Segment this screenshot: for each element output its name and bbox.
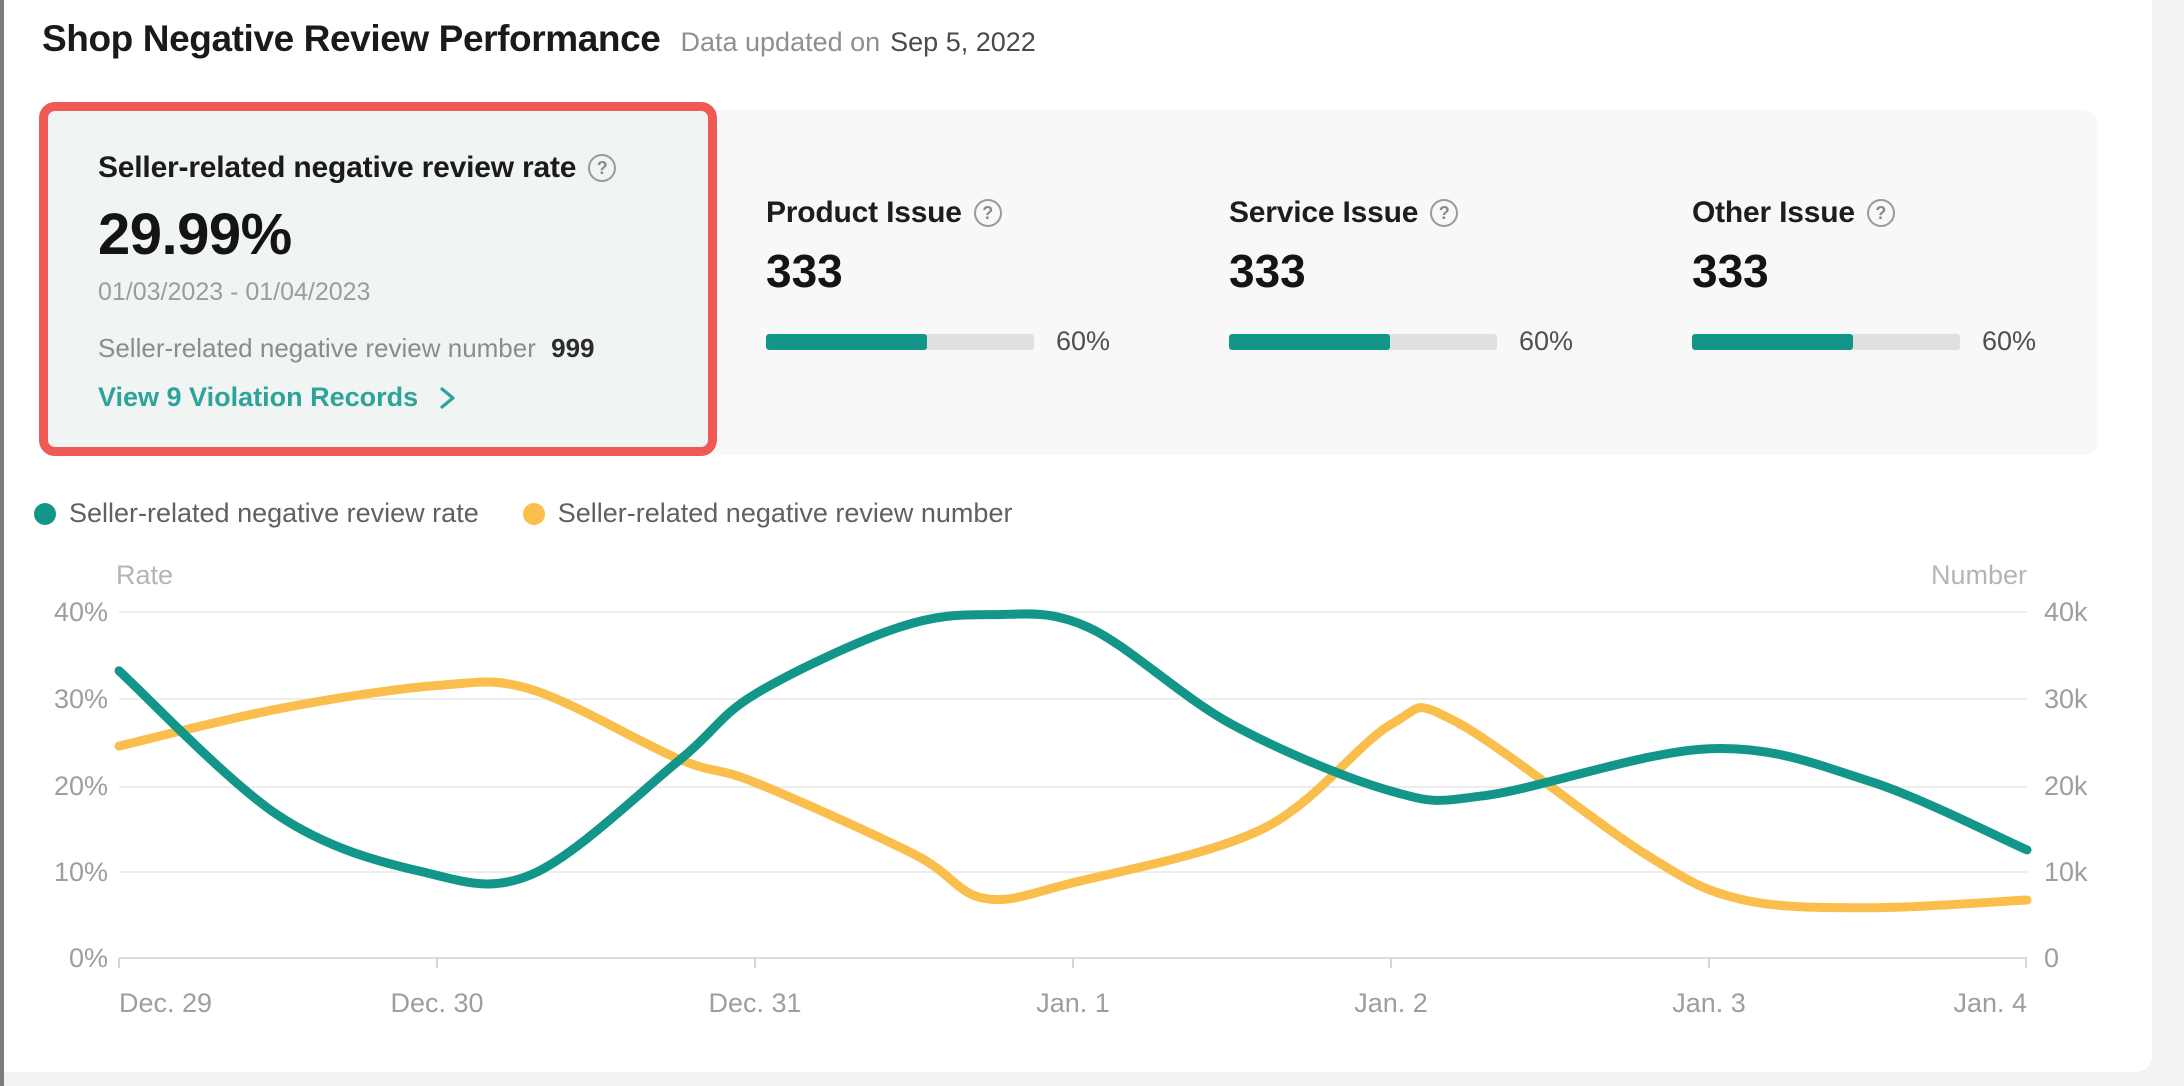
summary-date-range: 01/03/2023 - 01/04/2023 [98,278,371,306]
page-title: Shop Negative Review Performance [42,18,661,59]
x-axis-label: Jan. 2 [1354,988,1428,1018]
progress-bar-fill [1229,333,1390,350]
issue-card-service: Service Issue ? 333 60% [1229,196,1649,357]
progress-bar-track [766,333,1034,350]
progress-bar-fill [1692,333,1853,350]
gridline [119,611,2027,613]
help-icon[interactable]: ? [1430,199,1459,227]
x-axis-label: Jan. 1 [1036,988,1110,1018]
x-axis-label: Dec. 29 [119,988,213,1018]
progress-bar-fill [766,333,927,350]
summary-number-label: Seller-related negative review number [98,333,536,363]
x-axis-tick [1708,958,1710,968]
right-axis-tick-label: 20k [2044,771,2088,801]
issue-count: 333 [1692,245,1769,297]
data-updated-date: Sep 5, 2022 [890,27,1036,57]
x-axis-tick [118,958,120,968]
x-axis-tick [2025,958,2027,968]
left-axis-tick-label: 30% [53,684,108,714]
seller-rate-summary-card[interactable]: Seller-related negative review rate ? 29… [39,102,717,456]
right-axis-tick-label: 30k [2044,684,2088,714]
help-icon[interactable]: ? [973,199,1002,227]
right-axis-tick-label: 40k [2044,597,2088,627]
legend-item-rate[interactable]: Seller-related negative review rate [34,498,479,529]
chart-plot-area[interactable] [114,560,2032,980]
x-axis-tick [1390,958,1392,968]
summary-title-row: Seller-related negative review rate ? [98,151,688,185]
x-axis-label: Dec. 30 [390,988,484,1018]
help-icon[interactable]: ? [1866,199,1895,227]
x-axis-tick [1072,958,1074,968]
issue-percent-label: 60% [1982,326,2037,356]
chevron-right-icon [434,383,460,413]
gridline [119,871,2027,873]
window-edge [0,0,4,1086]
legend-dot-teal [34,502,56,525]
header: Shop Negative Review Performance Data up… [42,18,1036,60]
issue-card-product: Product Issue ? 333 60% [766,196,1186,357]
issue-percent-label: 60% [1056,326,1111,356]
left-axis-tick-label: 0% [68,943,108,973]
issue-card-other: Other Issue ? 333 60% [1692,196,2112,357]
x-axis-tick [754,958,756,968]
issue-card-title: Service Issue [1229,196,1419,229]
legend-dot-yellow [522,502,545,525]
x-axis-label: Jan. 4 [1953,988,2027,1018]
dashboard-panel: Shop Negative Review Performance Data up… [4,0,2152,1072]
summary-number-row: Seller-related negative review number 99… [98,333,688,364]
left-axis-tick-label: 10% [53,857,108,887]
legend-item-number[interactable]: Seller-related negative review number [522,498,1012,529]
right-axis-name: Number [1930,560,2027,590]
series-line [114,609,2032,889]
view-violation-records-link[interactable]: View 9 Violation Records [98,382,460,413]
x-axis-label: Dec. 31 [708,988,802,1018]
series-line [114,677,2032,913]
right-axis-tick-label: 0 [2044,943,2060,973]
issue-percent-label: 60% [1519,326,1574,356]
issue-count: 333 [1229,245,1306,297]
progress-bar-track [1692,333,1960,350]
left-axis-tick-label: 20% [53,771,108,801]
data-updated-label: Data updated on [680,27,881,57]
x-axis-tick [436,958,438,968]
help-icon[interactable]: ? [588,154,617,182]
x-axis-label: Jan. 3 [1672,988,1746,1018]
summary-title: Seller-related negative review rate [98,151,577,184]
right-axis-tick-label: 10k [2044,857,2088,887]
left-axis-tick-label: 40% [53,597,108,627]
summary-number-value: 999 [551,333,595,363]
dual-axis-line-chart: Rate Number 40% 30% 20% 10% 0% 40k 30k 2… [4,0,2152,1072]
issue-count: 333 [766,245,843,297]
left-axis-name: Rate [116,560,174,590]
chart-legend: Seller-related negative review rate Sell… [34,498,1012,529]
gridline [119,786,2027,788]
issue-card-title: Product Issue [766,196,962,229]
summary-rate-value: 29.99% [98,202,292,267]
issue-card-title: Other Issue [1692,196,1855,229]
gridline [119,698,2027,700]
progress-bar-track [1229,333,1497,350]
